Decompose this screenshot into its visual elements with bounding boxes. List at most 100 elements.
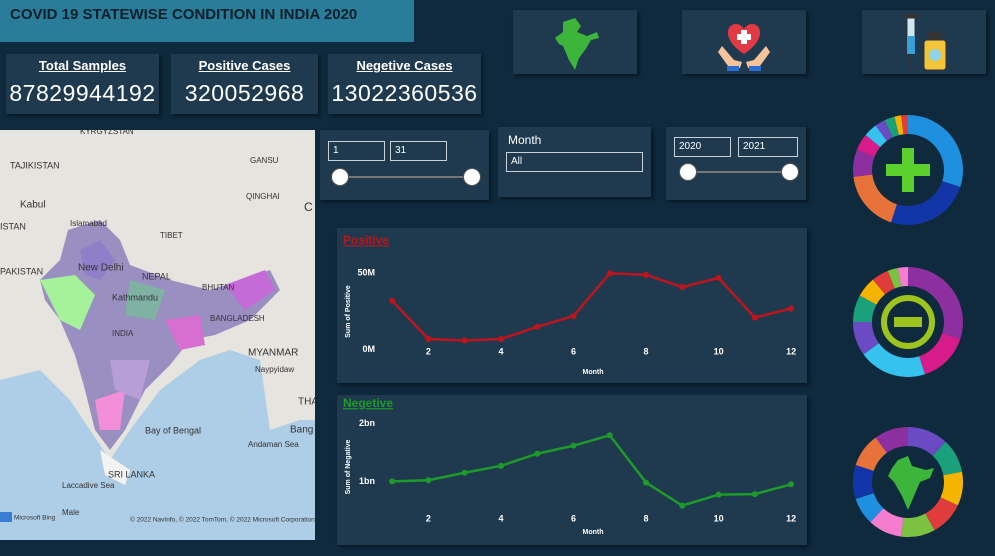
point [788,305,795,312]
donut-segment [901,513,935,537]
point [425,336,432,343]
donut-segment [853,174,897,223]
kpi-label: Negetive Cases [356,58,453,73]
point [643,271,650,278]
map-label: NEPAL [142,271,171,281]
x-tick-label: 2 [426,346,431,356]
donut-segment [932,441,963,476]
icon-button[interactable] [682,10,806,74]
map-label: Kathmandu [112,292,158,302]
point [425,477,432,484]
x-axis-title: Month [583,529,604,536]
slider-knob[interactable] [331,168,349,186]
map-label: ISTAN [0,221,26,231]
icon-button[interactable] [513,10,637,74]
point [606,432,613,439]
x-tick-label: 12 [786,346,796,356]
year-to[interactable]: 2021 [738,137,798,157]
slider-knob[interactable] [781,163,799,181]
map-label: Bang [290,425,313,436]
map-label: BANGLADESH [210,314,265,323]
icon-button[interactable] [862,10,986,74]
slicer-label: Month [508,133,542,147]
point [679,502,686,509]
chart-title: Positive [343,233,389,247]
month-dropdown[interactable]: All [506,152,643,172]
donut-segment [870,508,904,537]
map-label: TIBET [160,231,183,240]
map-label: Naypyidaw [255,365,294,374]
x-tick-label: 10 [714,513,724,523]
point [715,491,722,498]
donut-segment [855,493,884,523]
map-label: New Delhi [78,263,124,274]
plus-icon [886,164,930,176]
donut-segment [875,427,908,453]
map-label: Laccadive Sea [62,481,115,490]
month-slicer: Month All [498,127,651,197]
slider-track [340,176,472,178]
kpi-label: Total Samples [38,58,127,73]
x-axis-title: Month [583,369,604,376]
map-label: THA [298,397,315,408]
title: COVID 19 STATEWISE CONDITION IN INDIA 20… [10,6,358,23]
minus-icon [881,295,935,349]
kpi-value: 320052968 [184,80,305,106]
donut-charts [853,115,963,537]
map: KYRGYZSTAN TAJIKISTAN Kabul ISTAN Islamabad P… [0,130,315,540]
day-slicer: 1 31 [320,130,489,200]
slider-knob[interactable] [679,163,697,181]
donut-segment [884,116,900,138]
india-icon [555,18,599,70]
slider-knob[interactable] [463,168,481,186]
chart-title: Negetive [343,396,393,410]
donut-segment [925,497,958,531]
india-icon [888,456,934,510]
point [534,323,541,330]
donut-segment [919,333,961,375]
point [606,270,613,277]
kpi-value: 13022360536 [331,80,478,106]
y-tick-label: 0M [362,344,375,354]
donut-segment [908,115,963,187]
kpi-card: Negetive Cases 13022360536 [328,54,481,114]
point [534,450,541,457]
map-label: QINGHAI [246,192,280,201]
day-to[interactable]: 31 [390,141,447,161]
y-tick-label: 50M [357,268,375,278]
care-icon [718,24,770,71]
x-tick-label: 6 [571,346,576,356]
x-tick-label: 6 [571,513,576,523]
chart-panel: Negetive Sum of Negative Month 1bn 2bn 2 4 6 8 10… [337,395,807,545]
line-chart: Negetive Sum of Negative Month 1bn 2bn 2 4 6 8 10… [343,396,796,536]
donut-segment [853,465,874,499]
x-tick-label: 8 [644,346,649,356]
kpi-card: Positive Cases 320052968 [171,54,318,114]
x-tick-label: 12 [786,513,796,523]
point [751,314,758,321]
map-label: MYANMAR [248,348,298,359]
donut-segment [908,267,963,339]
point [715,274,722,281]
map-label: Kabul [20,200,46,211]
point [461,337,468,344]
map-label: INDIA [112,329,134,338]
year-from[interactable]: 2020 [674,137,731,157]
donut-segment [856,134,881,157]
minus-icon [894,317,922,327]
map-label: TAJIKISTAN [10,160,60,170]
day-from[interactable]: 1 [328,141,385,161]
point [643,479,650,486]
map-label: Bay of Bengal [145,425,201,435]
point [751,491,758,498]
slider-track [688,171,790,173]
map-label: KYRGYZSTAN [80,130,134,136]
map-label: Islamabad [70,219,107,228]
vaccine-icon [902,14,947,71]
donut-segment [859,279,886,305]
line [391,272,792,342]
kpi-card: Total Samples 87829944192 [6,54,159,114]
point [570,313,577,320]
x-tick-label: 10 [714,346,724,356]
